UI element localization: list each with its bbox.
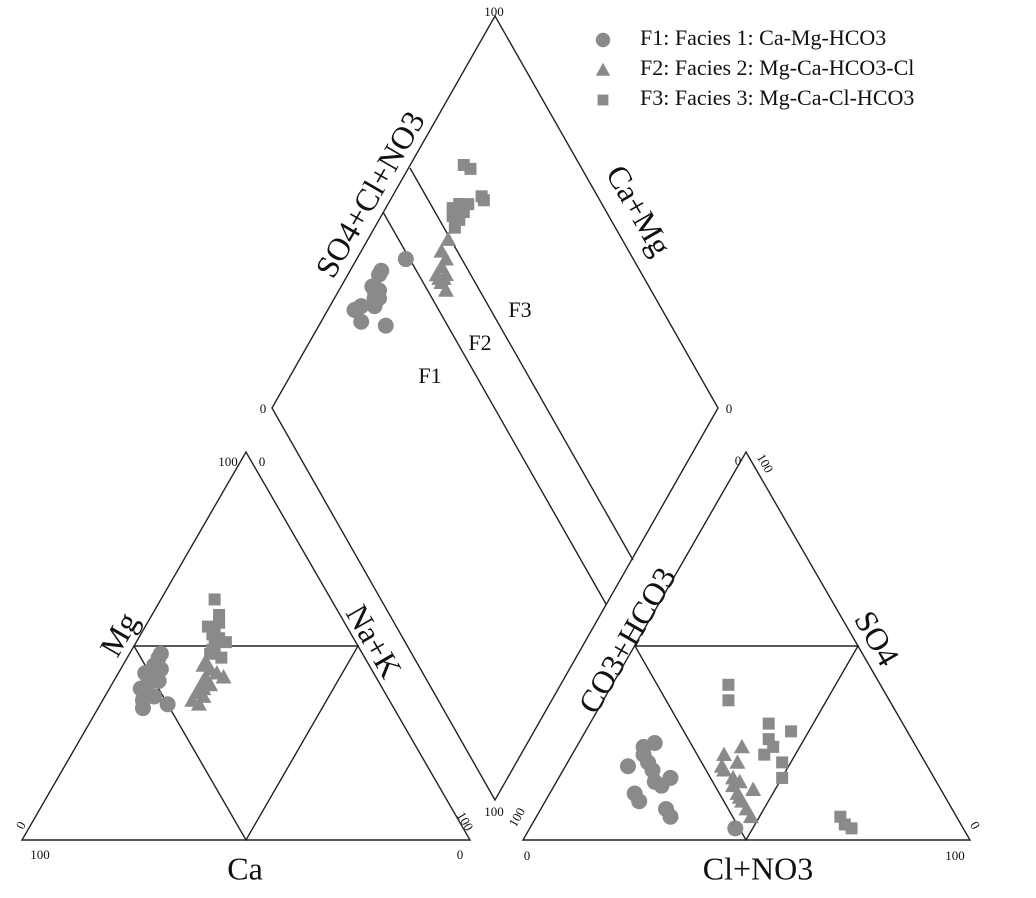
point	[134, 700, 151, 717]
point	[631, 793, 648, 810]
point	[371, 266, 388, 283]
legend-marker	[597, 94, 609, 106]
tick-label: 0	[524, 848, 531, 863]
point	[213, 608, 226, 621]
point	[464, 162, 477, 175]
point	[448, 221, 461, 234]
anion-subdivision	[634, 645, 860, 842]
tick-label: 100	[484, 4, 504, 19]
point	[662, 769, 679, 786]
point	[377, 317, 394, 334]
point	[731, 789, 748, 804]
axis-label: Ca	[227, 850, 263, 886]
point	[146, 688, 163, 705]
point	[776, 756, 789, 769]
facies-annotation: F3	[508, 297, 531, 322]
facies-boundary	[382, 211, 607, 605]
point	[437, 282, 454, 297]
tick-label: 100	[218, 454, 238, 469]
point	[722, 694, 735, 707]
cation-subdivision	[133, 645, 360, 842]
point	[152, 645, 169, 662]
tick-label: 0	[457, 847, 464, 862]
point	[662, 808, 679, 825]
point	[132, 680, 149, 697]
tick-label: 0	[260, 401, 267, 416]
point	[150, 672, 167, 689]
point	[201, 620, 214, 633]
tick-label: 0	[259, 454, 266, 469]
point	[433, 243, 450, 258]
legend-label: F1: Facies 1: Ca-Mg-HCO3	[640, 25, 886, 50]
point	[431, 270, 448, 286]
legend-label: F3: Facies 3: Mg-Ca-Cl-HCO3	[640, 85, 914, 110]
point	[215, 669, 232, 684]
point	[195, 680, 212, 696]
facies-annotation: F1	[418, 363, 441, 388]
point	[477, 194, 490, 207]
point	[215, 651, 228, 664]
point	[716, 746, 733, 762]
diamond	[271, 14, 719, 802]
tick-label: 100	[945, 848, 965, 863]
point	[745, 781, 762, 796]
point	[219, 636, 232, 649]
point	[440, 231, 457, 246]
tick-label: 100	[484, 804, 504, 819]
point	[713, 758, 730, 773]
point	[159, 696, 176, 713]
point	[646, 735, 663, 751]
point	[353, 313, 370, 330]
legend-label: F2: Facies 2: Mg-Ca-HCO3-Cl	[640, 55, 914, 80]
legend-marker	[595, 32, 611, 48]
point	[446, 209, 459, 222]
point	[776, 771, 789, 784]
point	[366, 298, 383, 315]
point	[208, 593, 221, 606]
point	[727, 820, 744, 837]
point	[137, 665, 154, 682]
point	[758, 748, 771, 761]
point	[397, 251, 414, 268]
tick-label: 100	[30, 847, 50, 862]
point	[197, 653, 214, 668]
point	[762, 717, 775, 730]
point	[845, 822, 858, 835]
legend-marker	[595, 62, 611, 76]
tick-label: 0	[735, 453, 742, 468]
point	[722, 678, 735, 691]
point	[742, 808, 759, 824]
point	[733, 738, 750, 754]
point	[353, 298, 370, 315]
axis-label: Cl+NO3	[703, 850, 814, 886]
point	[190, 696, 207, 711]
point	[785, 725, 798, 738]
facies-annotation: F2	[468, 330, 491, 355]
point	[619, 758, 636, 775]
point	[729, 754, 746, 769]
tick-label: 0	[726, 401, 733, 416]
point	[731, 773, 748, 789]
point	[457, 206, 470, 218]
